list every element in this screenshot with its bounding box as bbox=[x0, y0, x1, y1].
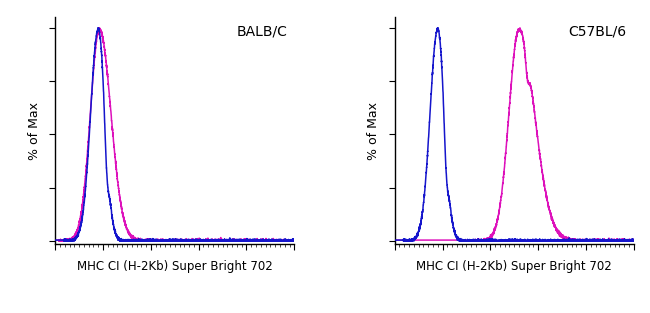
X-axis label: MHC CI (H-2Kb) Super Bright 702: MHC CI (H-2Kb) Super Bright 702 bbox=[417, 260, 612, 273]
Text: BALB/C: BALB/C bbox=[236, 24, 287, 38]
Text: C57BL/6: C57BL/6 bbox=[569, 24, 627, 38]
X-axis label: MHC CI (H-2Kb) Super Bright 702: MHC CI (H-2Kb) Super Bright 702 bbox=[77, 260, 272, 273]
Y-axis label: % of Max: % of Max bbox=[28, 102, 41, 160]
Y-axis label: % of Max: % of Max bbox=[367, 102, 380, 160]
